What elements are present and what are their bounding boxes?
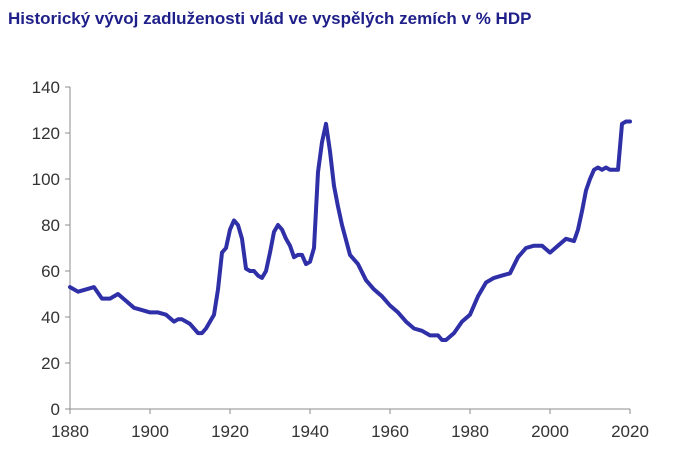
y-tick-label: 20	[41, 354, 60, 373]
x-tick-label: 2000	[531, 422, 569, 441]
plot-area	[68, 119, 632, 342]
y-tick-label: 100	[32, 170, 60, 189]
y-tick-label: 120	[32, 124, 60, 143]
tick-labels: 0 20 40 60 80 100 120 140 1880 1900 1920 1940 1960 19…	[32, 78, 649, 441]
x-tick-label: 2020	[611, 422, 649, 441]
x-tick-label: 1920	[211, 422, 249, 441]
debt-series-line	[68, 119, 632, 342]
x-tick-label: 1900	[131, 422, 169, 441]
y-tick-label: 140	[32, 78, 60, 97]
y-tick-label: 40	[41, 308, 60, 327]
y-tick-label: 60	[41, 262, 60, 281]
chart-title: Historický vývoj zadluženosti vlád ve vy…	[8, 9, 532, 28]
y-tick-label: 0	[51, 400, 60, 419]
chart-axes	[65, 86, 631, 414]
x-tick-label: 1940	[291, 422, 329, 441]
y-tick-label: 80	[41, 216, 60, 235]
x-tick-label: 1880	[51, 422, 89, 441]
x-tick-label: 1980	[451, 422, 489, 441]
x-tick-label: 1960	[371, 422, 409, 441]
